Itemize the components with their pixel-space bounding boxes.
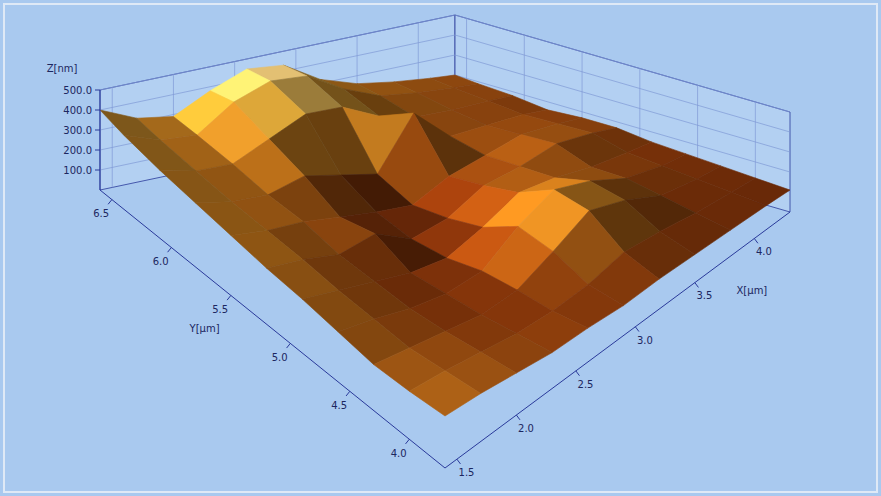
y-axis (100, 190, 445, 468)
tick-label: 4.0 (391, 448, 407, 459)
tick-label: 2.0 (518, 423, 534, 434)
tick (754, 238, 758, 243)
tick (108, 200, 112, 205)
axis-title: X[µm] (737, 285, 768, 296)
tick (576, 371, 580, 376)
tick-label: 100.0 (63, 165, 92, 176)
tick (287, 343, 291, 348)
frame (4, 4, 877, 492)
z-axis (100, 90, 101, 190)
tick-label: 3.5 (696, 290, 712, 301)
surface-cell (409, 371, 480, 416)
surface (100, 65, 790, 416)
tick (168, 248, 172, 253)
tick (635, 327, 639, 332)
tick-label: 200.0 (63, 145, 92, 156)
tick-label: 6.0 (153, 256, 169, 267)
axis-title: Y[µm] (189, 323, 220, 334)
tick-label: 3.0 (637, 335, 653, 346)
tick (95, 170, 100, 171)
surface-cell (195, 202, 267, 236)
tick (516, 415, 520, 420)
tick (95, 150, 100, 151)
surface-cell (124, 135, 196, 171)
tick (406, 439, 410, 444)
tick-label: 4.0 (756, 246, 772, 257)
tick (695, 283, 699, 288)
surface-cell (160, 170, 232, 203)
tick (95, 110, 100, 111)
tick (346, 391, 350, 396)
tick-label: 4.5 (331, 400, 347, 411)
tick-label: 300.0 (63, 125, 92, 136)
grid-line (112, 87, 113, 187)
tick-label: 5.5 (212, 304, 228, 315)
tick-label: 500.0 (63, 85, 92, 96)
tick (227, 295, 231, 300)
axes (95, 90, 790, 468)
background (0, 0, 881, 496)
x-axis (445, 212, 790, 468)
surface-cell (100, 110, 160, 140)
tick-label: 2.5 (578, 379, 594, 390)
tick-label: 6.5 (93, 208, 109, 219)
chart: 1.5 2.0 2.5 3.0 3.5 4.0 X[µm] 4.0 4.5 5.0 5.5 6.0 6.… (0, 0, 881, 496)
axis-title: Z[nm] (47, 63, 78, 74)
tick (95, 90, 100, 91)
tick-label: 5.0 (272, 352, 288, 363)
tick-label: 1.5 (459, 467, 475, 478)
tick (457, 459, 461, 464)
tick-label: 400.0 (63, 105, 92, 116)
tick (95, 130, 100, 131)
